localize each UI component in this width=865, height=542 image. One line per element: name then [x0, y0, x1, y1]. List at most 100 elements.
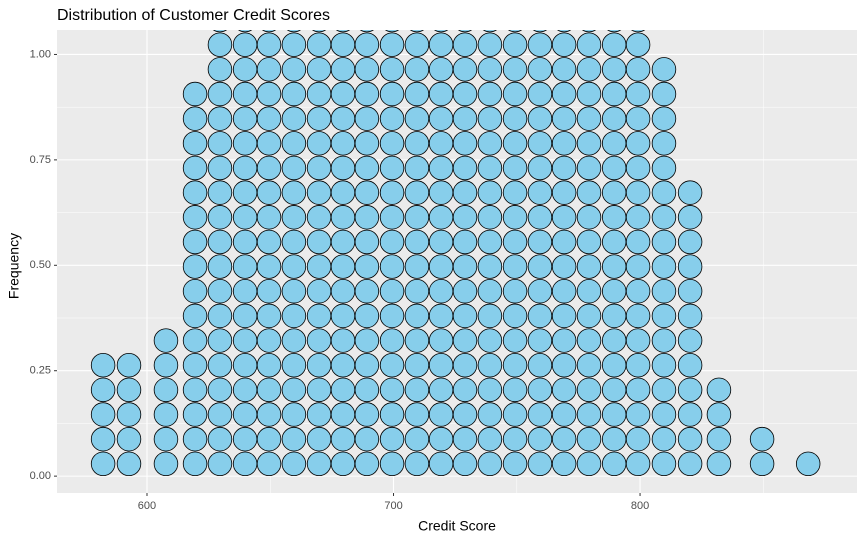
dot: [428, 426, 454, 452]
dot: [477, 426, 503, 452]
dot: [404, 279, 430, 304]
dot: [452, 32, 478, 57]
dot: [452, 229, 478, 255]
dot: [502, 57, 528, 82]
dot: [428, 303, 454, 329]
dot: [601, 279, 627, 304]
dot: [379, 426, 405, 452]
dot: [452, 426, 478, 452]
dot: [428, 32, 454, 57]
dot: [527, 57, 553, 82]
dot: [527, 426, 553, 452]
dot: [551, 328, 577, 353]
dot: [502, 229, 528, 255]
dot: [527, 377, 553, 403]
dot: [625, 57, 651, 82]
dot: [677, 180, 703, 205]
dot: [576, 180, 602, 205]
dot: [306, 254, 332, 279]
dot: [182, 106, 208, 131]
dot: [551, 155, 577, 181]
dot: [551, 205, 577, 230]
dot: [306, 352, 332, 378]
dot: [651, 328, 677, 353]
dot: [576, 402, 602, 427]
dot: [601, 451, 627, 477]
dot: [502, 303, 528, 329]
dot: [428, 205, 454, 230]
dot: [306, 451, 332, 477]
x-tick-label: 700: [384, 500, 402, 512]
dot: [379, 229, 405, 255]
dot: [625, 180, 651, 205]
dot: [404, 352, 430, 378]
dot: [527, 81, 553, 107]
dot: [576, 426, 602, 452]
dot: [477, 303, 503, 329]
dot: [551, 402, 577, 427]
dot: [330, 451, 356, 477]
dot: [281, 229, 307, 255]
dot: [428, 57, 454, 82]
dot: [256, 205, 282, 230]
dot: [576, 32, 602, 57]
dot: [551, 451, 577, 477]
dot: [232, 205, 258, 230]
dot: [404, 106, 430, 131]
dot: [182, 155, 208, 181]
dot: [330, 180, 356, 205]
dot: [625, 205, 651, 230]
dot: [477, 106, 503, 131]
dot: [625, 402, 651, 427]
dot: [502, 205, 528, 230]
dot: [379, 254, 405, 279]
dot: [502, 81, 528, 107]
dot: [452, 279, 478, 304]
dot: [452, 402, 478, 427]
dot: [428, 451, 454, 477]
dot: [281, 303, 307, 329]
dot: [651, 131, 677, 156]
dot: [477, 451, 503, 477]
dot: [379, 32, 405, 57]
dot: [153, 377, 179, 403]
dot: [379, 205, 405, 230]
dot: [379, 81, 405, 107]
dot: [306, 106, 332, 131]
dot: [452, 106, 478, 131]
dot: [379, 131, 405, 156]
dot: [306, 229, 332, 255]
dot: [527, 352, 553, 378]
dot: [452, 57, 478, 82]
dot: [379, 451, 405, 477]
dot: [651, 254, 677, 279]
dot: [207, 81, 233, 107]
dot: [281, 426, 307, 452]
dot: [527, 328, 553, 353]
dot: [452, 352, 478, 378]
dot: [281, 57, 307, 82]
dot: [527, 106, 553, 131]
dot: [677, 254, 703, 279]
dot: [354, 352, 380, 378]
dot: [457, 30, 473, 33]
dot: [330, 352, 356, 378]
dot: [207, 352, 233, 378]
dot: [232, 81, 258, 107]
dot: [409, 30, 425, 33]
dot: [428, 377, 454, 403]
dot: [281, 180, 307, 205]
dot: [477, 32, 503, 57]
dot: [354, 402, 380, 427]
dot: [502, 180, 528, 205]
dot: [207, 303, 233, 329]
dot: [281, 205, 307, 230]
dot: [482, 30, 498, 33]
dot: [527, 180, 553, 205]
dot: [404, 402, 430, 427]
dot: [256, 131, 282, 156]
dot: [232, 426, 258, 452]
dot: [354, 106, 380, 131]
dot: [551, 180, 577, 205]
